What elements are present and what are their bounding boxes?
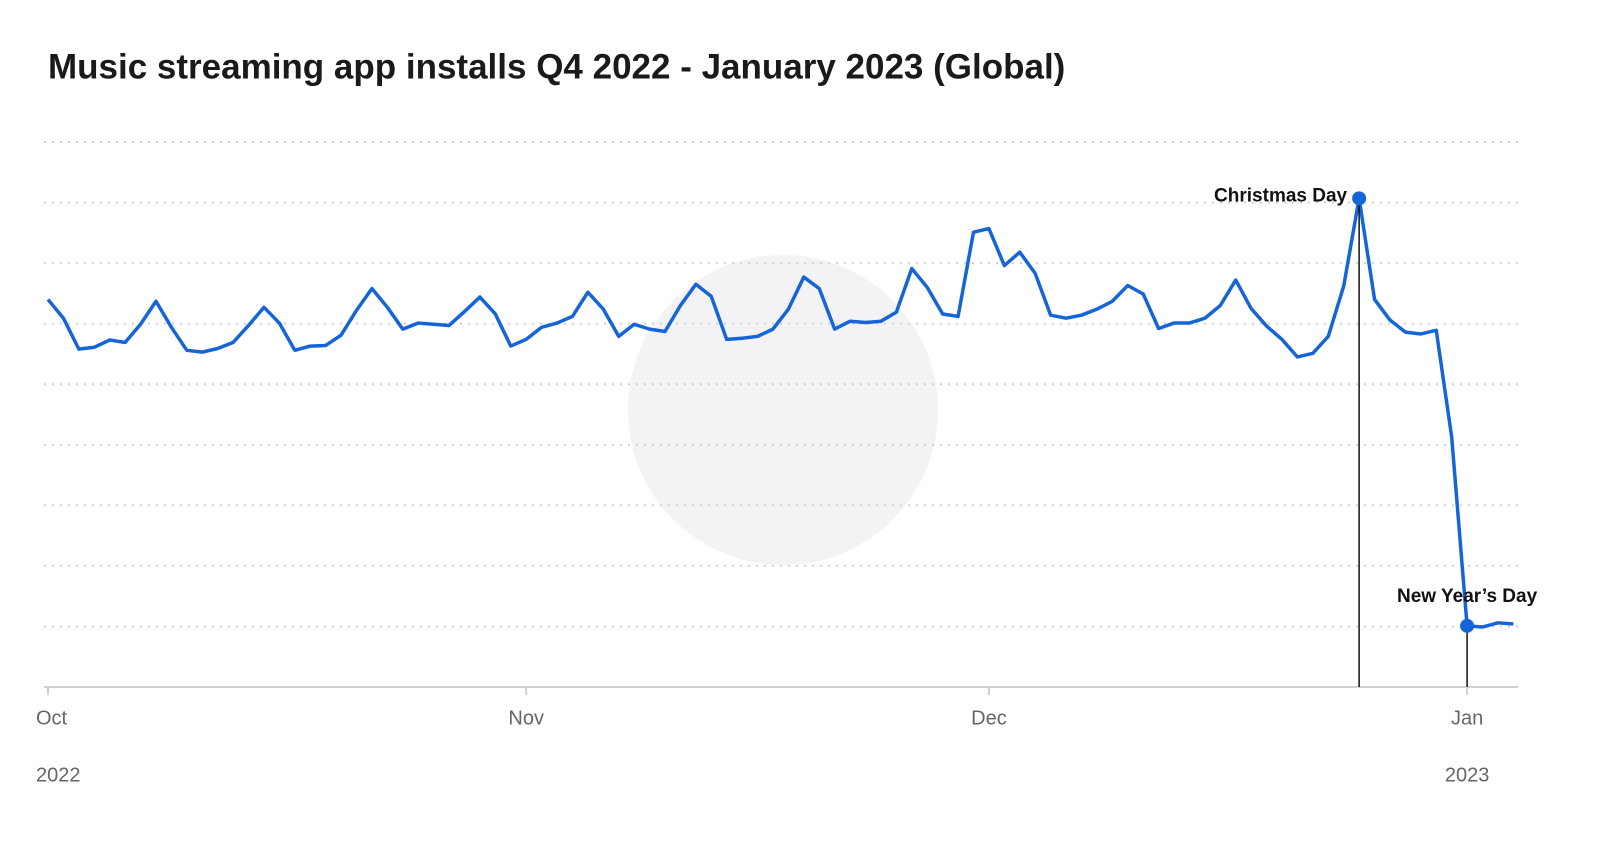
line-series xyxy=(46,196,1514,629)
x-tick-label: Dec xyxy=(971,707,1007,729)
chart-title: Music streaming app installs Q4 2022 - J… xyxy=(48,47,1065,86)
x-tick-label: Jan xyxy=(1451,707,1483,729)
year-label: 2023 xyxy=(1445,764,1490,786)
annotation-label: Christmas Day xyxy=(1214,185,1347,206)
annotation-dot xyxy=(1352,191,1367,206)
x-tick-label: Nov xyxy=(508,707,544,729)
watermark xyxy=(628,255,938,565)
annotation-label: New Year’s Day xyxy=(1397,586,1538,607)
x-tick-label: Oct xyxy=(36,707,68,729)
annotation-dot xyxy=(1460,618,1475,633)
year-label: 2022 xyxy=(36,764,81,786)
